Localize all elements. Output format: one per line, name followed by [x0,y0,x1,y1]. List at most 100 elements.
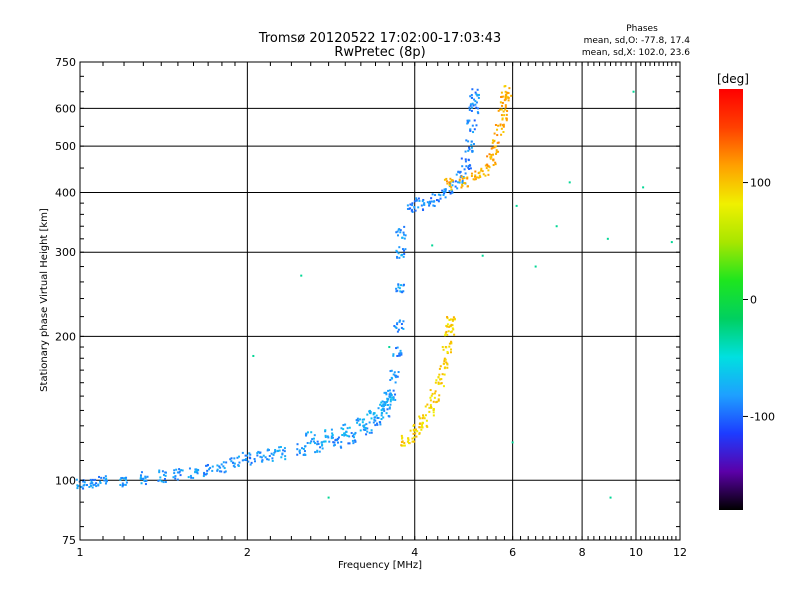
data-point [490,155,493,158]
data-point [403,441,406,444]
data-point [396,255,399,258]
data-point [386,408,389,411]
data-point [456,187,459,190]
data-point [418,199,421,202]
data-point [82,487,85,490]
data-point [500,114,503,117]
data-point [414,432,417,435]
data-point [207,468,210,471]
data-point [439,378,442,381]
data-point [389,379,392,382]
data-point [341,434,344,437]
data-point [102,476,105,479]
data-point [494,163,497,166]
data-point [298,449,301,452]
y-tick-label: 500 [55,140,76,153]
data-point [470,109,473,112]
data-point [436,199,439,202]
data-point [125,476,128,479]
data-point [415,198,418,201]
data-point [471,102,474,105]
data-point [446,182,449,185]
data-point [400,284,403,287]
data-point [389,400,392,403]
data-point [271,459,274,462]
x-tick-label: 10 [629,546,643,559]
data-point [431,392,434,395]
data-point [363,424,366,427]
data-point [400,353,403,356]
data-point [402,233,405,236]
data-point [444,366,447,369]
data-point [474,100,477,103]
data-point [440,382,443,385]
data-point [402,320,405,323]
data-point [471,149,474,152]
data-point [506,110,509,113]
data-point [451,324,454,327]
data-point [450,323,453,326]
data-point [396,289,399,292]
data-point [412,432,415,435]
data-point [257,450,260,453]
data-point [256,454,259,457]
data-point [443,192,446,195]
data-point [402,444,405,447]
data-point [434,381,437,384]
data-point [441,345,444,348]
data-point [243,458,246,461]
data-point [282,449,285,452]
data-point [467,158,470,161]
data-point [425,424,428,427]
data-point [389,398,392,401]
data-point [211,465,214,468]
data-point [415,197,418,200]
data-point [380,418,383,421]
data-point [363,418,366,421]
data-point [417,206,420,209]
data-point [448,190,451,193]
x-tick-label: 2 [244,546,251,559]
data-point [432,408,435,411]
data-point [368,431,371,434]
data-point [500,95,503,98]
data-point [464,158,467,161]
data-point [331,432,334,435]
data-point [476,88,479,91]
data-point [164,471,167,474]
data-point [322,440,325,443]
data-point [395,231,398,234]
data-point [326,435,329,438]
data-point [432,411,435,414]
data-point [357,419,360,422]
data-point [432,200,435,203]
colorbar-tick-label: 0 [750,294,757,307]
data-point [145,479,148,482]
data-point [356,421,359,424]
data-point [181,469,184,472]
data-point [500,133,503,136]
data-point [266,458,269,461]
data-point [495,149,498,152]
data-point [190,476,193,479]
data-point [372,413,375,416]
data-point [397,252,400,255]
data-point [444,196,447,199]
data-point [439,365,442,368]
data-point [203,471,206,474]
data-point [424,405,427,408]
data-point [494,145,497,148]
data-point [455,173,458,176]
data-point [463,182,466,185]
data-point [493,145,496,148]
data-point [404,234,407,237]
data-point [340,427,343,430]
data-point [385,391,388,394]
data-point [473,178,476,181]
data-point [401,236,404,239]
data-point [398,256,401,259]
data-point [359,429,362,432]
data-point [463,168,466,171]
data-point [467,140,470,143]
data-point [478,174,481,177]
